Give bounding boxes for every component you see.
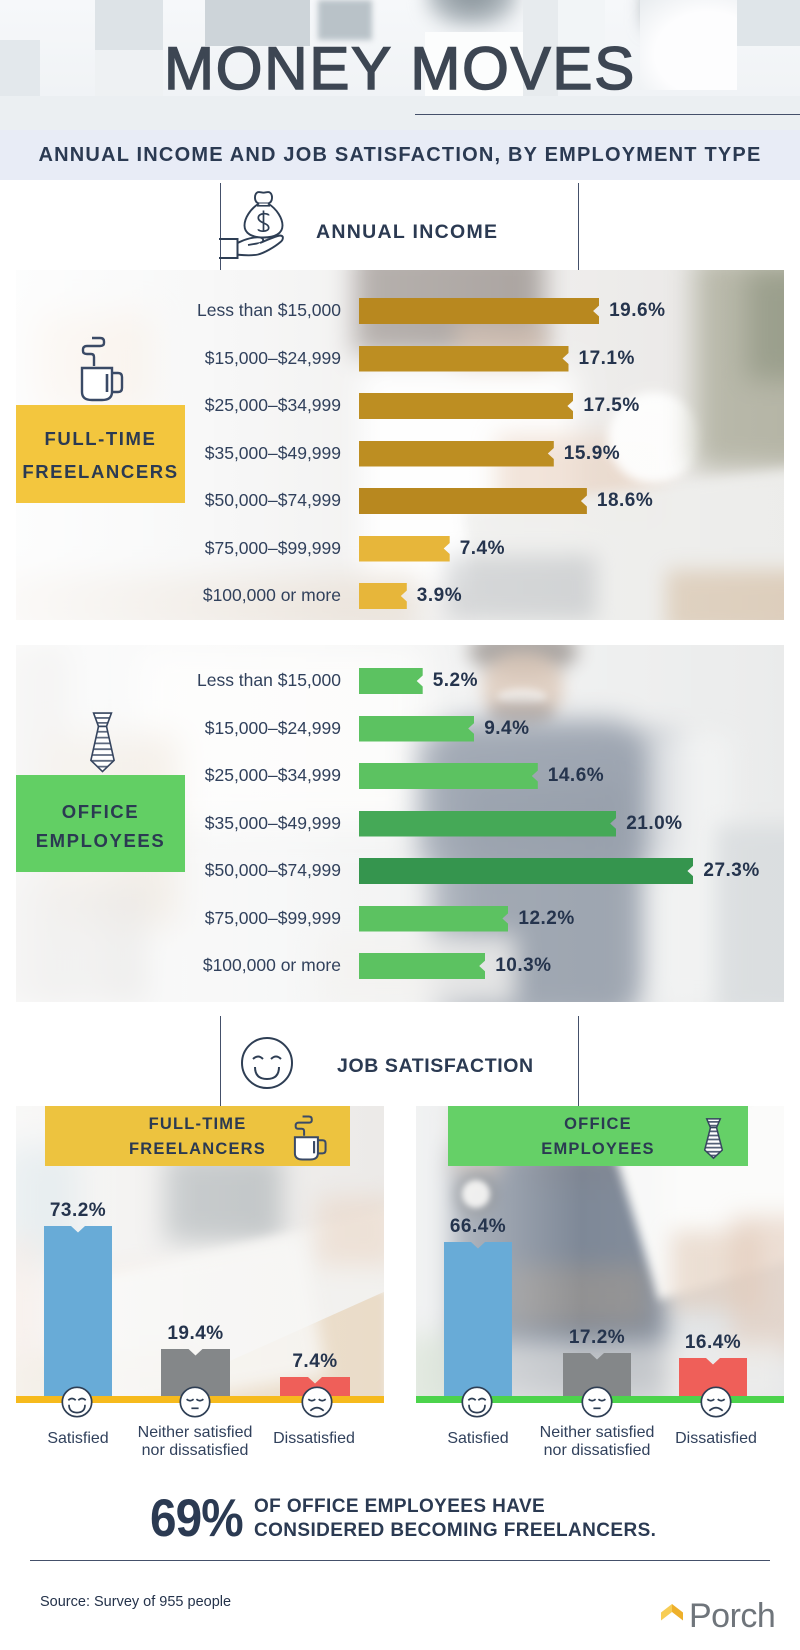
svg-text:Porch: Porch bbox=[689, 1597, 775, 1633]
